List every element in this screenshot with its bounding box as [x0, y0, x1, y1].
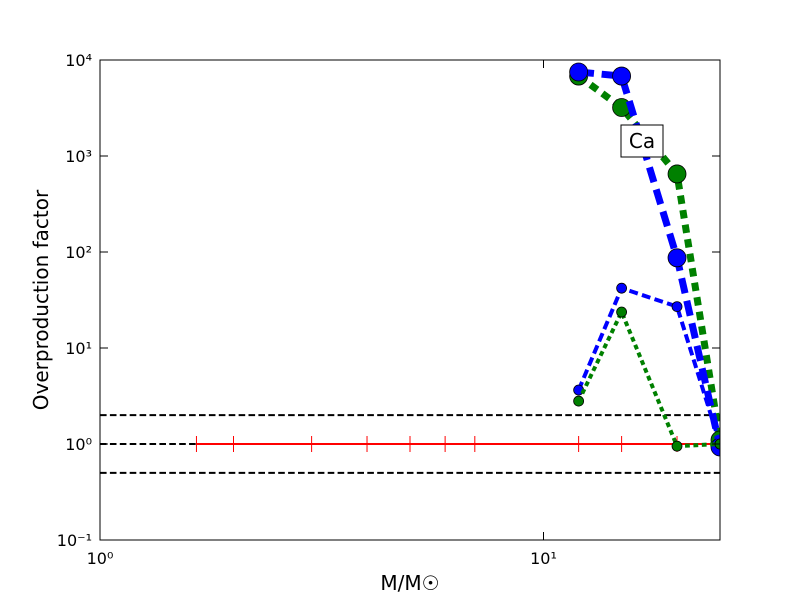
- marker: [569, 62, 589, 82]
- marker: [667, 164, 687, 184]
- y-axis-label: Overproduction factor: [29, 189, 53, 410]
- series-line: [576, 285, 720, 445]
- x-tick-label: 10⁰: [87, 549, 114, 568]
- marker: [573, 395, 585, 407]
- y-tick-label: 10⁻¹: [57, 531, 92, 550]
- series-line: [576, 307, 720, 449]
- y-tick-label: 10¹: [65, 339, 92, 358]
- marker: [671, 301, 683, 312]
- x-axis-label: M/M☉: [380, 571, 439, 595]
- marker: [612, 66, 632, 86]
- x-tick-label: 10¹: [530, 549, 557, 568]
- marker: [671, 440, 683, 452]
- series-line: [578, 68, 720, 448]
- frame: [99, 59, 721, 541]
- marker: [616, 282, 628, 294]
- y-tick-label: 10⁴: [65, 51, 92, 70]
- y-tick-label: 10³: [65, 147, 92, 166]
- annotation: Ca: [629, 129, 655, 153]
- annotation-frame: [620, 124, 664, 158]
- y-tick-label: 10⁰: [65, 435, 92, 454]
- marker: [667, 248, 687, 268]
- marker: [616, 306, 628, 318]
- y-tick-label: 10²: [65, 243, 92, 262]
- annotation-box: Ca: [620, 124, 664, 158]
